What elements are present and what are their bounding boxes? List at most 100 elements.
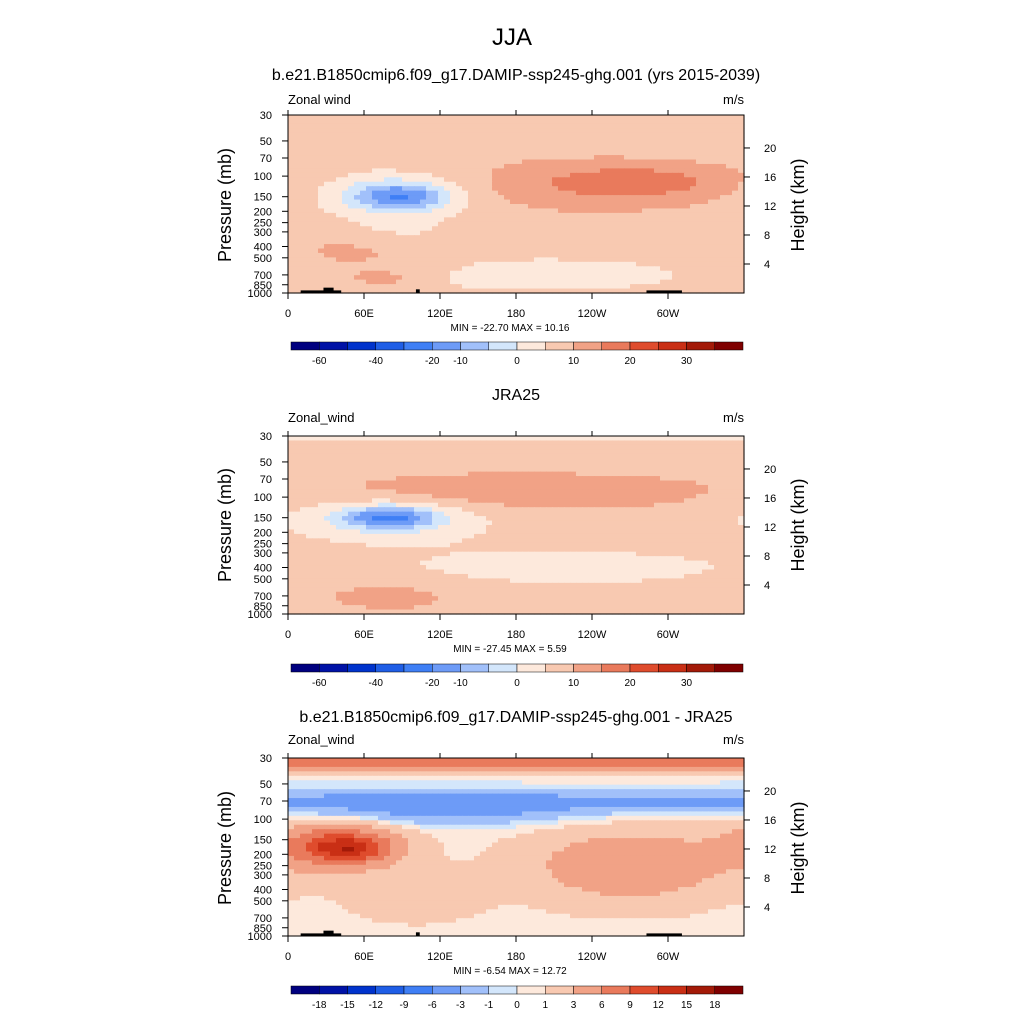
field-cell	[474, 476, 481, 482]
field-cell	[564, 235, 571, 241]
field-cell	[300, 507, 307, 513]
field-cell	[378, 177, 385, 183]
field-cell	[390, 458, 397, 464]
field-cell	[414, 123, 421, 129]
field-cell	[540, 172, 547, 178]
field-cell	[462, 155, 469, 161]
field-cell	[636, 498, 643, 504]
field-cell	[288, 221, 295, 227]
field-cell	[570, 230, 577, 236]
field-cell	[306, 476, 313, 482]
field-cell	[462, 199, 469, 205]
field-cell	[330, 123, 337, 129]
field-cell	[438, 498, 445, 504]
field-cell	[528, 208, 535, 214]
field-cell	[402, 257, 409, 263]
field-cell	[648, 484, 655, 490]
field-cell	[612, 141, 619, 147]
field-cell	[546, 115, 553, 121]
field-cell	[678, 217, 685, 223]
field-cell	[588, 511, 595, 517]
field-cell	[720, 284, 727, 290]
field-cell	[426, 520, 433, 526]
field-cell	[444, 141, 451, 147]
field-cell	[612, 195, 619, 201]
field-cell	[498, 235, 505, 241]
field-cell	[540, 257, 547, 263]
field-cell	[612, 538, 619, 544]
field-cell	[516, 525, 523, 531]
field-cell	[708, 525, 715, 531]
field-cell	[426, 172, 433, 178]
field-cell	[732, 172, 739, 178]
field-cell	[546, 190, 553, 196]
field-cell	[468, 538, 475, 544]
field-cell	[348, 172, 355, 178]
field-cell	[324, 252, 331, 258]
field-cell	[456, 208, 463, 214]
field-cell	[498, 476, 505, 482]
field-cell	[690, 266, 697, 272]
field-cell	[336, 168, 343, 174]
field-cell	[438, 275, 445, 281]
field-cell	[438, 538, 445, 544]
field-cell	[492, 257, 499, 263]
field-cell	[366, 529, 373, 535]
field-cell	[336, 252, 343, 258]
field-cell	[600, 146, 607, 152]
field-cell	[612, 288, 619, 294]
field-cell	[552, 284, 559, 290]
field-cell	[516, 284, 523, 290]
field-cell	[630, 221, 637, 227]
field-cell	[354, 516, 361, 522]
field-cell	[324, 235, 331, 241]
field-cell	[522, 230, 529, 236]
field-cell	[444, 453, 451, 459]
field-cell	[678, 261, 685, 267]
field-cell	[390, 462, 397, 468]
field-cell	[666, 444, 673, 450]
field-cell	[660, 159, 667, 165]
field-cell	[420, 480, 427, 486]
field-cell	[414, 484, 421, 490]
field-cell	[570, 288, 577, 294]
field-cell	[570, 507, 577, 513]
field-cell	[330, 502, 337, 508]
field-cell	[654, 115, 661, 121]
field-cell	[690, 199, 697, 205]
field-cell	[486, 261, 493, 267]
field-cell	[672, 155, 679, 161]
field-cell	[726, 217, 733, 223]
field-cell	[690, 525, 697, 531]
field-cell	[612, 204, 619, 210]
field-cell	[576, 480, 583, 486]
field-cell	[312, 489, 319, 495]
field-cell	[588, 507, 595, 513]
field-cell	[552, 462, 559, 468]
field-cell	[510, 195, 517, 201]
field-cell	[456, 436, 463, 442]
field-cell	[324, 533, 331, 539]
field-cell	[576, 172, 583, 178]
field-cell	[336, 115, 343, 121]
field-cell	[504, 252, 511, 258]
field-cell	[480, 235, 487, 241]
field-cell	[582, 195, 589, 201]
field-cell	[384, 177, 391, 183]
field-cell	[294, 516, 301, 522]
field-cell	[330, 155, 337, 161]
field-cell	[288, 436, 295, 442]
field-cell	[624, 467, 631, 473]
field-cell	[396, 520, 403, 526]
field-cell	[546, 467, 553, 473]
field-cell	[726, 186, 733, 192]
field-cell	[564, 493, 571, 499]
field-cell	[720, 520, 727, 526]
field-cell	[438, 195, 445, 201]
field-cell	[384, 186, 391, 192]
field-cell	[384, 239, 391, 245]
field-cell	[312, 284, 319, 290]
field-cell	[408, 462, 415, 468]
field-cell	[366, 533, 373, 539]
